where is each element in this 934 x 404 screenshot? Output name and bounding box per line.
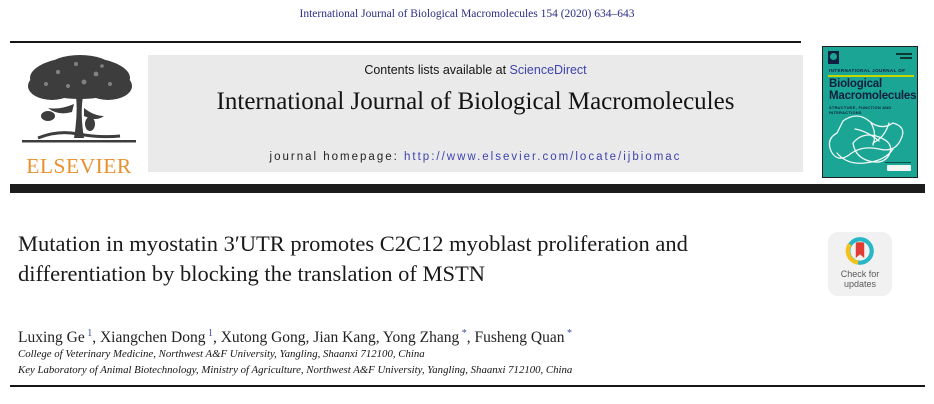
cover-issn-line — [896, 53, 912, 55]
cover-issn-line — [900, 57, 912, 59]
contents-line: Contents lists available at ScienceDirec… — [148, 63, 803, 77]
masthead-divider-bar — [10, 184, 925, 193]
homepage-link[interactable]: http://www.elsevier.com/locate/ijbiomac — [404, 151, 682, 163]
bottom-rule — [10, 385, 925, 387]
journal-cover-thumbnail[interactable]: INTERNATIONAL JOURNAL OF Biological Macr… — [822, 46, 918, 178]
author-name: Luxing Ge — [18, 328, 85, 346]
cover-elsevier-mark-icon — [828, 51, 839, 64]
check-badge-label: Check for updates — [840, 269, 880, 290]
author-mark: * — [564, 327, 572, 339]
affiliation-line: Key Laboratory of Animal Biotechnology, … — [18, 363, 573, 376]
article-title-line1: Mutation in myostatin 3′UTR promotes C2C… — [18, 231, 688, 256]
author-mark: * — [459, 327, 467, 339]
author-mark: 1 — [84, 327, 93, 339]
author-mark: 1 — [205, 327, 213, 339]
author-name: Yong Zhang — [382, 328, 460, 346]
article-title: Mutation in myostatin 3′UTR promotes C2C… — [18, 229, 808, 289]
author-name: Jian Kang — [313, 328, 376, 346]
journal-title: International Journal of Biological Macr… — [216, 88, 735, 115]
elsevier-tree-logo — [22, 55, 136, 143]
author-list: Luxing Ge 1, Xiangchen Dong 1, Xutong Go… — [18, 327, 572, 346]
homepage-prefix: journal homepage: — [269, 151, 405, 163]
sciencedirect-link[interactable]: ScienceDirect — [509, 63, 587, 77]
author-name: Xiangchen Dong — [99, 328, 206, 346]
affiliation-line: College of Veterinary Medicine, Northwes… — [18, 348, 425, 360]
masthead-banner: Contents lists available at ScienceDirec… — [148, 55, 803, 172]
cover-molecule-art — [828, 115, 904, 164]
homepage-line: journal homepage: http://www.elsevier.co… — [148, 151, 803, 163]
author-name: Xutong Gong — [220, 328, 306, 346]
top-rule — [10, 41, 801, 43]
citation-header: International Journal of Biological Macr… — [299, 8, 635, 20]
cover-footer-line — [885, 161, 911, 163]
contents-prefix: Contents lists available at — [364, 63, 510, 77]
elsevier-wordmark: ELSEVIER — [26, 154, 132, 178]
cover-title: Biological Macromolecules — [829, 78, 917, 102]
article-title-line2: differentiation by blocking the translat… — [18, 261, 485, 287]
cover-subtitle: STRUCTURE, FUNCTION AND INTERACTIONS — [829, 105, 892, 115]
cover-footer-box — [887, 165, 911, 171]
author-name: Fusheng Quan — [474, 328, 565, 346]
elsevier-logo: ELSEVIER — [16, 52, 142, 178]
cover-kicker: INTERNATIONAL JOURNAL OF — [829, 68, 906, 73]
crossmark-icon — [845, 237, 874, 265]
affiliations: College of Veterinary Medicine, Northwes… — [18, 347, 572, 378]
check-for-updates-badge[interactable]: Check for updates — [828, 232, 892, 296]
cover-accent-rule — [828, 75, 914, 77]
